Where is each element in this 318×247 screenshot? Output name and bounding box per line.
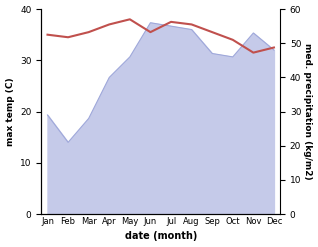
X-axis label: date (month): date (month)	[125, 231, 197, 242]
Y-axis label: max temp (C): max temp (C)	[5, 77, 15, 146]
Y-axis label: med. precipitation (kg/m2): med. precipitation (kg/m2)	[303, 43, 313, 180]
